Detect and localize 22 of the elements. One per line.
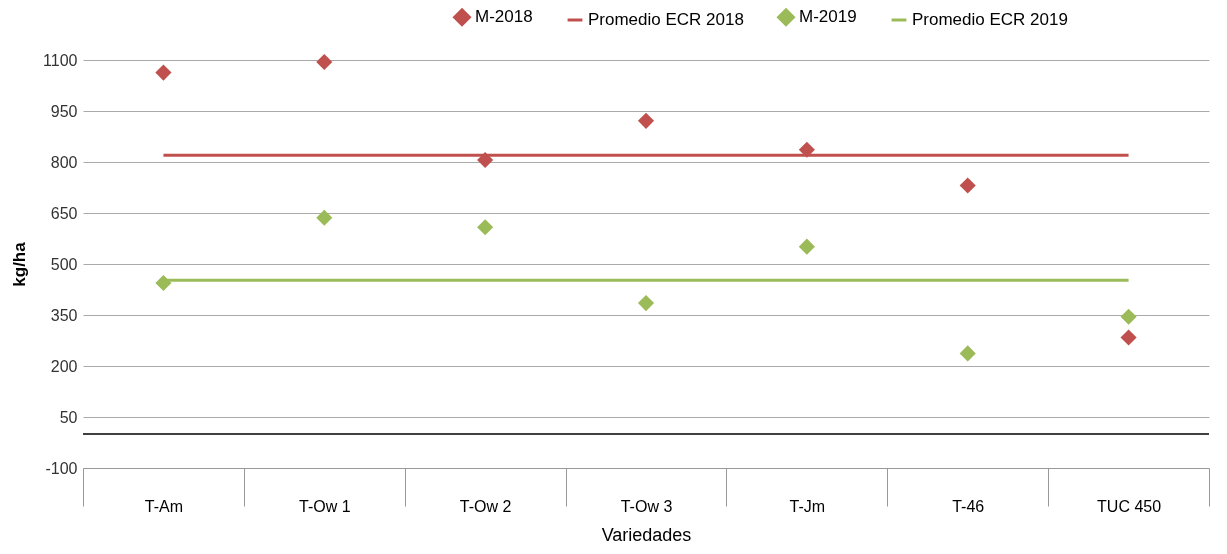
- x-tick-label: T-Am: [144, 497, 184, 515]
- legend-label: Promedio ECR 2018: [588, 10, 744, 29]
- x-tick-label: T-Jm: [789, 497, 826, 515]
- x-axis-title: Variedades: [601, 524, 692, 545]
- y-tick-label: -100: [45, 459, 78, 477]
- x-tick-label: T-Ow 3: [620, 497, 673, 515]
- y-tick-label: 50: [59, 408, 78, 426]
- y-tick-label: 950: [50, 102, 78, 120]
- x-tick-label: T-Ow 1: [299, 497, 351, 515]
- legend-label: M-2018: [475, 7, 533, 27]
- legend-label: Promedio ECR 2019: [912, 10, 1068, 29]
- y-tick-label: 1100: [43, 51, 78, 69]
- y-tick-label: 350: [50, 306, 78, 324]
- legend-label: M-2019: [799, 7, 857, 27]
- x-tick-label: T-46: [952, 497, 985, 515]
- x-tick-label: T-Ow 2: [459, 497, 512, 515]
- x-tick-label: TUC 450: [1097, 497, 1162, 515]
- y-axis-title: kg/ha: [10, 241, 30, 287]
- y-tick-label: 500: [50, 255, 78, 273]
- y-tick-label: 650: [50, 204, 78, 222]
- y-tick-label: 800: [50, 153, 78, 171]
- y-tick-label: 200: [50, 357, 78, 375]
